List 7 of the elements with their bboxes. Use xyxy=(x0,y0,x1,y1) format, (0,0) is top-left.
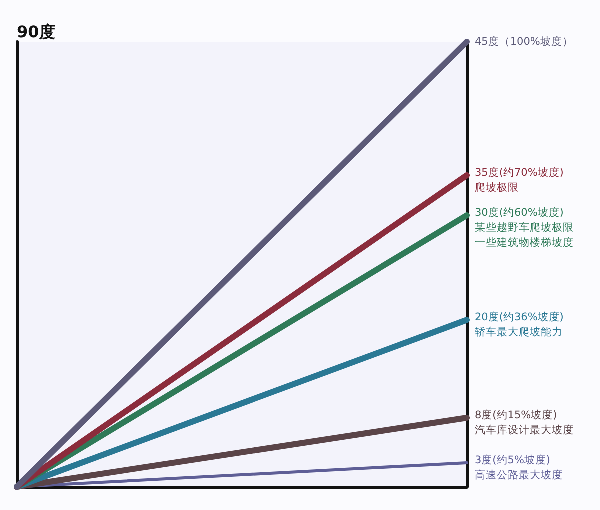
series-label: 45度（100%坡度） xyxy=(475,35,574,48)
series-label: 35度(约70%坡度) 爬坡极限 xyxy=(475,166,564,194)
series-label: 20度(约36%坡度) 轿车最大爬坡能力 xyxy=(475,310,564,339)
series-label: 3度(约5%坡度) 高速公路最大坡度 xyxy=(475,453,563,482)
series-label: 8度(约15%坡度) 汽车库设计最大坡度 xyxy=(475,408,574,437)
y-axis-title: 90度 xyxy=(17,22,56,42)
series-label: 30度(约60%坡度) 某些越野车爬坡极限一些建筑物楼梯坡度 xyxy=(475,206,574,250)
